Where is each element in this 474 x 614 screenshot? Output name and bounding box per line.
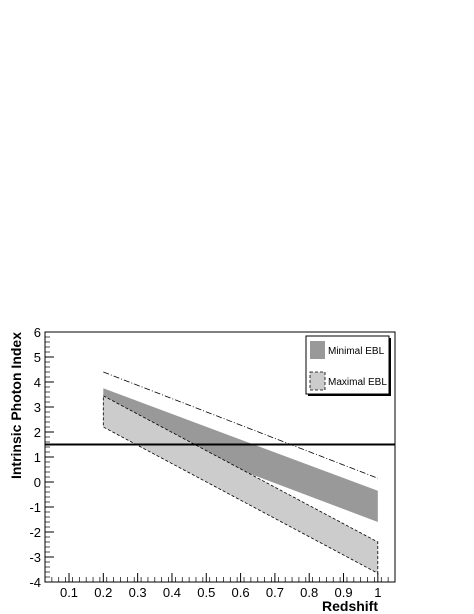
legend-label-maximal-ebl: Maximal EBL [328,377,387,388]
x-tick-label: 0.2 [94,585,112,600]
legend-swatch-maximal-ebl [309,371,326,391]
x-tick-label: 0.8 [300,585,318,600]
y-tick-label: -3 [29,550,41,565]
y-tick-label: -2 [29,525,41,540]
band-minimal-ebl [103,388,378,522]
x-tick-label: 0.4 [163,585,181,600]
ticks-layer: 0.1 0.2 0.3 0.4 0.5 0.6 0.7 0.8 0.9 1 -4 -3 -2 -1 0 1 2 3… [29,325,389,600]
dash-dot-line [103,371,378,479]
y-tick-label: 0 [34,475,41,490]
y-tick-label: -1 [29,500,41,515]
y-tick-label: 6 [34,325,41,340]
y-tick-label: 3 [34,400,41,415]
x-tick-label: 0.1 [60,585,78,600]
legend: Minimal EBL Maximal EBL [305,335,391,396]
x-tick-label: 0.7 [266,585,284,600]
lines-layer [45,371,395,479]
x-tick-label: 1 [374,585,381,600]
x-axis-title: Redshift [322,598,378,614]
y-tick-label: 2 [34,425,41,440]
x-tick-label: 0.9 [334,585,352,600]
legend-swatch-minimal-ebl [310,341,325,359]
y-tick-label: 1 [34,450,41,465]
y-tick-label: -4 [29,575,41,590]
bands-layer [102,388,379,574]
y-tick-label: 5 [34,350,41,365]
x-tick-label: 0.5 [197,585,215,600]
x-tick-label: 0.6 [232,585,250,600]
y-axis-title: Intrinsic Photon Index [8,332,24,479]
legend-label-minimal-ebl: Minimal EBL [328,346,385,357]
y-tick-label: 4 [34,375,41,390]
x-tick-label: 0.3 [129,585,147,600]
